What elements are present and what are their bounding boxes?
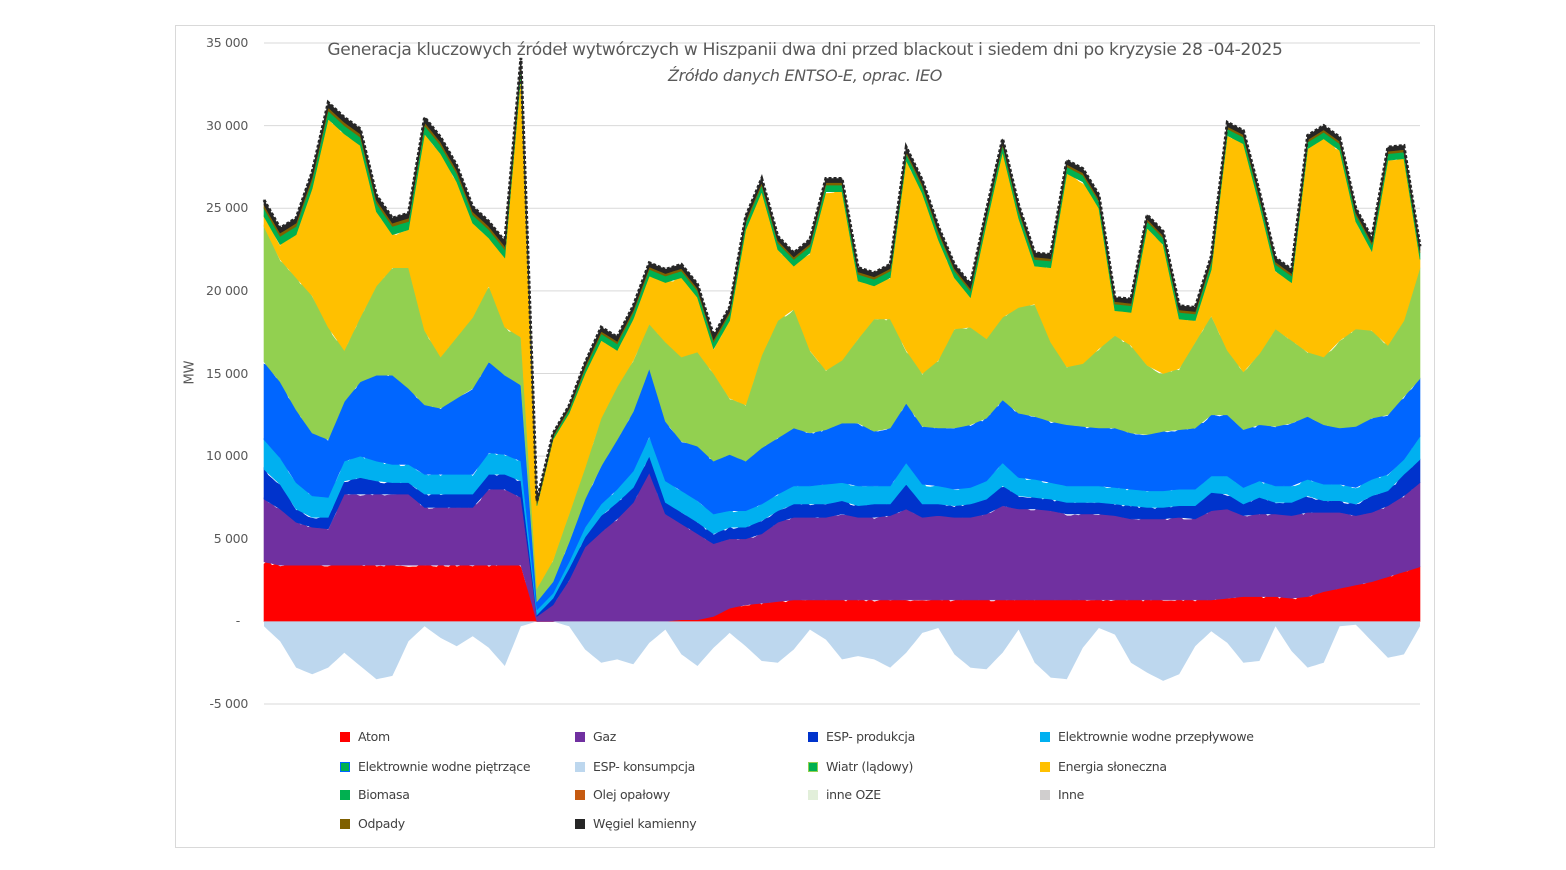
legend-swatch [575,818,585,829]
y-axis-label: MW [182,360,198,385]
legend-swatch [340,789,350,800]
legend-label: inne OZE [826,787,881,802]
legend-label: Węgiel kamienny [593,816,697,831]
legend-label: Wiatr (lądowy) [826,759,914,774]
legend-label: Olej opałowy [593,787,670,802]
legend-swatch [1040,731,1050,742]
y-tick-label: 5 000 [213,530,249,546]
legend-swatch [340,818,350,829]
legend-label: Energia słoneczna [1058,759,1167,774]
legend-label: Inne [1058,787,1085,802]
legend-item: Energia słoneczna [1040,759,1167,774]
legend-swatch [340,761,350,772]
y-tick-label: 30 000 [206,117,248,133]
legend-item: Wiatr (lądowy) [808,759,913,774]
legend-label: Biomasa [358,787,410,802]
legend-item: Odpady [340,816,405,831]
legend-item: Gaz [575,729,616,744]
legend-item: ESP- produkcja [808,729,915,744]
legend-item: Węgiel kamienny [575,816,697,831]
legend-label: ESP- konsumpcja [593,759,695,774]
legend-item: Atom [340,729,390,744]
area-series-energia-słoneczna [263,75,1421,590]
legend-swatch [575,761,585,772]
legend-swatch [808,731,818,742]
y-tick-label: 20 000 [206,282,248,298]
legend-swatch [575,731,585,742]
legend-item: Inne [1040,787,1084,802]
legend-item: Elektrownie wodne przepływowe [1040,729,1254,744]
legend-label: Gaz [593,729,617,744]
chart-subtitle: Źrółdo danych ENTSO-E, oprac. IEO [667,66,943,85]
y-tick-label: 15 000 [206,365,248,381]
legend-swatch [1040,789,1050,800]
y-tick-label: - [235,613,241,629]
legend-item: Elektrownie wodne piętrzące [340,759,531,774]
legend-swatch [340,731,350,742]
legend-swatch [1040,761,1050,772]
legend-swatch [808,789,818,800]
legend-item: ESP- konsumpcja [575,759,695,774]
y-tick-label: 25 000 [206,200,248,216]
legend-item: Olej opałowy [575,787,670,802]
chart-title: Generacja kluczowych źródeł wytwórczych … [327,40,1283,60]
area-series-elektrownie-wodne-przepływowe [263,435,1421,616]
legend-label: Elektrownie wodne piętrzące [358,759,531,774]
legend-item: inne OZE [808,787,881,802]
y-tick-label: 35 000 [206,35,248,50]
y-tick-label: -5 000 [209,696,249,711]
total-top-edge [262,57,1422,502]
legend-label: Elektrownie wodne przepływowe [1058,729,1254,744]
legend-label: Atom [358,729,390,744]
y-tick-label: 10 000 [206,448,248,464]
legend-swatch [808,761,818,772]
area-series-esp-konsumpcja [264,621,1420,681]
legend-label: Odpady [358,816,405,831]
legend-swatch [575,789,585,800]
legend-label: ESP- produkcja [826,729,915,744]
legend-item: Biomasa [340,787,410,802]
